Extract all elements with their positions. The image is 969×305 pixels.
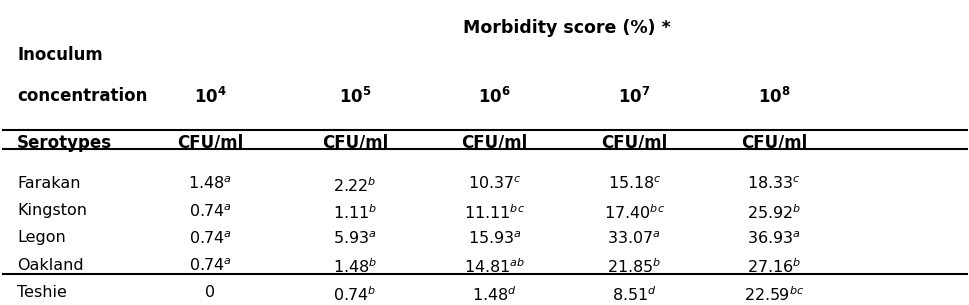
Text: 2.22$^b$: 2.22$^b$ [332,176,376,195]
Text: CFU/ml: CFU/ml [461,134,527,152]
Text: CFU/ml: CFU/ml [740,134,806,152]
Text: 25.92$^b$: 25.92$^b$ [746,203,800,222]
Text: 5.93$^a$: 5.93$^a$ [332,230,376,247]
Text: 1.48$^a$: 1.48$^a$ [188,176,232,192]
Text: 22.59$^{bc}$: 22.59$^{bc}$ [743,285,803,303]
Text: CFU/ml: CFU/ml [601,134,667,152]
Text: CFU/ml: CFU/ml [322,134,388,152]
Text: 33.07$^a$: 33.07$^a$ [607,230,661,247]
Text: 0.74$^b$: 0.74$^b$ [333,285,376,303]
Text: Inoculum: Inoculum [17,46,103,64]
Text: Teshie: Teshie [17,285,67,300]
Text: 15.93$^a$: 15.93$^a$ [467,230,521,247]
Text: 8.51$^d$: 8.51$^d$ [611,285,656,303]
Text: concentration: concentration [17,87,147,105]
Text: Serotypes: Serotypes [17,134,112,152]
Text: 14.81$^{ab}$: 14.81$^{ab}$ [464,258,524,276]
Text: $\mathbf{10^4}$: $\mathbf{10^4}$ [194,87,227,107]
Text: 18.33$^c$: 18.33$^c$ [746,176,800,192]
Text: Morbidity score (%) *: Morbidity score (%) * [462,19,671,37]
Text: 1.11$^b$: 1.11$^b$ [332,203,377,222]
Text: 1.48$^d$: 1.48$^d$ [472,285,516,303]
Text: 36.93$^a$: 36.93$^a$ [746,230,800,247]
Text: 0.74$^a$: 0.74$^a$ [189,258,232,274]
Text: 0.74$^a$: 0.74$^a$ [189,203,232,220]
Text: Legon: Legon [17,230,66,245]
Text: CFU/ml: CFU/ml [176,134,243,152]
Text: Oakland: Oakland [17,258,83,273]
Text: 15.18$^c$: 15.18$^c$ [607,176,661,192]
Text: 0.74$^a$: 0.74$^a$ [189,230,232,247]
Text: 21.85$^b$: 21.85$^b$ [607,258,661,276]
Text: $\mathbf{10^6}$: $\mathbf{10^6}$ [478,87,511,107]
Text: Farakan: Farakan [17,176,80,191]
Text: 11.11$^{bc}$: 11.11$^{bc}$ [463,203,524,222]
Text: 17.40$^{bc}$: 17.40$^{bc}$ [604,203,665,222]
Text: 10.37$^c$: 10.37$^c$ [467,176,521,192]
Text: $\mathbf{10^8}$: $\mathbf{10^8}$ [757,87,790,107]
Text: $\mathbf{10^7}$: $\mathbf{10^7}$ [617,87,650,107]
Text: 0: 0 [204,285,215,300]
Text: $\mathbf{10^5}$: $\mathbf{10^5}$ [338,87,371,107]
Text: Kingston: Kingston [17,203,87,218]
Text: 1.48$^b$: 1.48$^b$ [332,258,377,276]
Text: 27.16$^b$: 27.16$^b$ [746,258,800,276]
